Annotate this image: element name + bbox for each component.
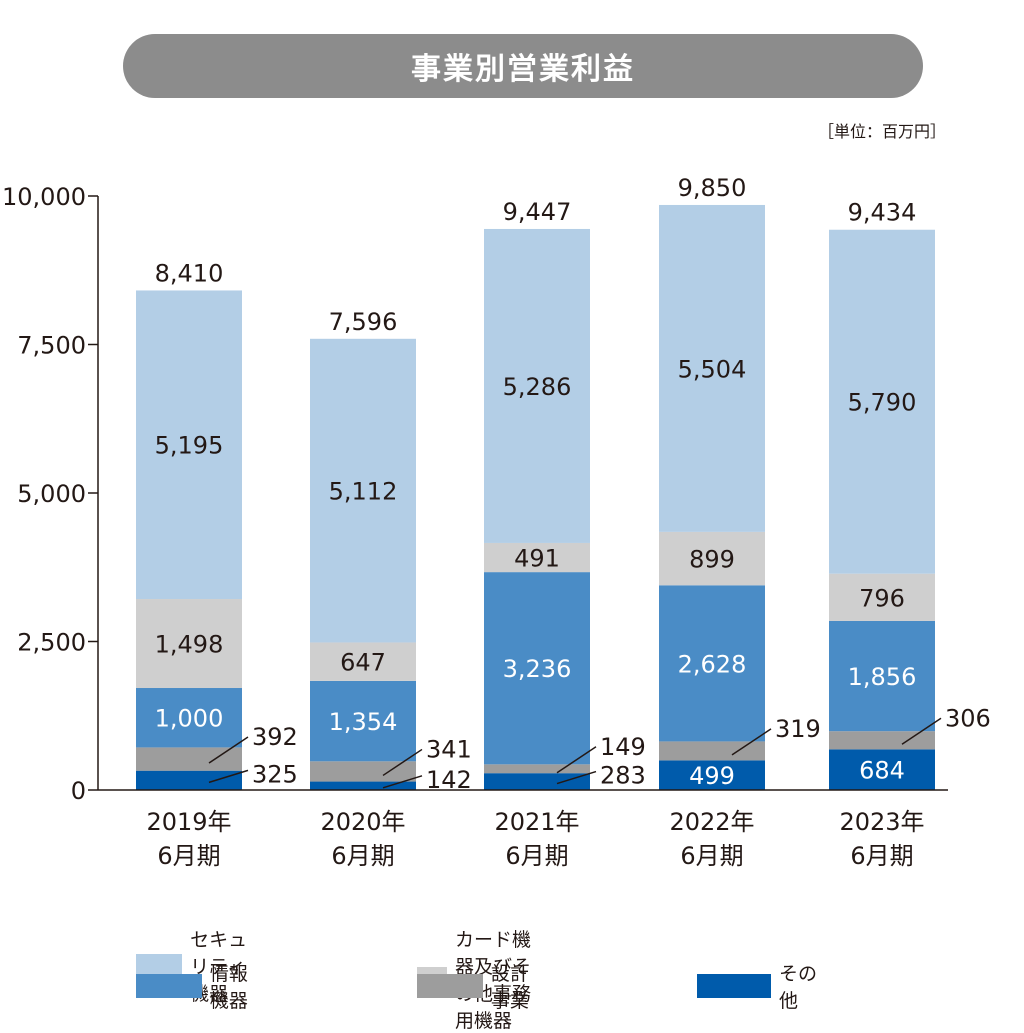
legend-item-4: その他 (697, 959, 822, 1013)
x-label-period-1: 6月期 (331, 842, 394, 870)
legend-item-3: 設計事業 (417, 959, 542, 1013)
label-other-4: 684 (859, 757, 905, 785)
bar-0-4 (136, 290, 242, 600)
bar-0-0 (136, 770, 242, 790)
label-info-1: 1,354 (329, 708, 398, 736)
label-security-3: 5,504 (678, 355, 747, 383)
leader-design-4 (901, 717, 942, 745)
y-tick-label-2: 5,000 (17, 480, 86, 508)
label-security-0: 5,195 (155, 432, 224, 460)
total-label-1: 7,596 (329, 308, 398, 336)
bar-4-2 (829, 620, 935, 732)
bar-4-1 (829, 731, 935, 750)
label-other-3: 499 (689, 762, 735, 790)
label-design-4: 306 (945, 704, 991, 732)
x-label-year-2: 2021年 (494, 808, 579, 836)
y-tick-label-0: 0 (71, 777, 86, 805)
bar-1-0 (310, 781, 416, 790)
label-card-3: 899 (689, 546, 735, 574)
total-label-2: 9,447 (503, 198, 572, 226)
label-info-0: 1,000 (155, 705, 224, 733)
bar-2-2 (484, 572, 590, 765)
leader-other-1 (382, 775, 423, 789)
label-security-4: 5,790 (848, 389, 917, 417)
leader-design-2 (556, 746, 597, 774)
y-tick-label-4: 10,000 (2, 183, 86, 211)
legend-label-4: その他 (778, 963, 817, 1012)
total-label-3: 9,850 (678, 174, 747, 202)
total-label-0: 8,410 (155, 259, 224, 287)
leader-design-3 (731, 728, 772, 756)
legend-swatch-2 (136, 974, 202, 998)
y-tick-label-3: 7,500 (17, 332, 86, 360)
legend-label-3: 設計事業 (490, 963, 529, 1012)
bar-4-4 (829, 229, 935, 574)
legend-swatch-4 (697, 974, 771, 998)
bar-3-4 (659, 204, 765, 532)
x-label-period-4: 6月期 (850, 842, 913, 870)
y-tick-label-1: 2,500 (17, 629, 86, 657)
legend-swatch-3 (417, 974, 483, 998)
label-security-1: 5,112 (329, 478, 398, 506)
bar-0-1 (136, 747, 242, 771)
bar-0-2 (136, 688, 242, 748)
bar-2-1 (484, 764, 590, 774)
label-other-2: 283 (600, 762, 646, 790)
bar-3-2 (659, 585, 765, 742)
unit-label: ［単位：百万円］ (817, 122, 946, 141)
bar-1-2 (310, 680, 416, 762)
legend-item-2: 情報機器 (136, 959, 261, 1013)
bar-2-3 (484, 542, 590, 573)
total-label-4: 9,434 (848, 199, 917, 227)
x-label-period-0: 6月期 (157, 842, 220, 870)
bar-3-1 (659, 741, 765, 761)
bar-1-3 (310, 642, 416, 681)
x-label-year-4: 2023年 (839, 808, 924, 836)
label-other-0: 325 (252, 760, 298, 788)
x-label-period-3: 6月期 (680, 842, 743, 870)
legend-swatch-0 (136, 953, 183, 978)
chart-title: 事業別営業利益 (123, 34, 923, 98)
label-card-4: 796 (859, 584, 905, 612)
bar-1-1 (310, 761, 416, 782)
x-label-year-1: 2020年 (320, 808, 405, 836)
legend-label-2: 情報機器 (209, 963, 248, 1012)
leader-other-2 (556, 770, 597, 785)
label-design-2: 149 (600, 733, 646, 761)
label-info-4: 1,856 (848, 663, 917, 691)
label-other-1: 142 (426, 766, 472, 794)
bar-4-3 (829, 573, 935, 621)
bar-3-3 (659, 531, 765, 586)
label-design-1: 341 (426, 735, 472, 763)
label-card-2: 491 (514, 545, 560, 573)
label-info-2: 3,236 (503, 655, 572, 683)
leader-design-0 (208, 736, 249, 764)
bar-1-4 (310, 338, 416, 643)
label-design-0: 392 (252, 723, 298, 751)
label-card-1: 647 (340, 649, 386, 677)
label-design-3: 319 (775, 715, 821, 743)
bar-2-0 (484, 773, 590, 790)
bar-3-0 (659, 760, 765, 790)
label-info-3: 2,628 (678, 650, 747, 678)
leader-other-0 (208, 769, 249, 784)
bar-0-3 (136, 599, 242, 689)
leader-design-1 (382, 748, 423, 777)
x-label-period-2: 6月期 (505, 842, 568, 870)
label-card-0: 1,498 (155, 631, 224, 659)
label-security-2: 5,286 (503, 373, 572, 401)
x-label-year-3: 2022年 (669, 808, 754, 836)
bar-4-0 (829, 749, 935, 790)
x-label-year-0: 2019年 (146, 808, 231, 836)
bar-2-4 (484, 228, 590, 543)
